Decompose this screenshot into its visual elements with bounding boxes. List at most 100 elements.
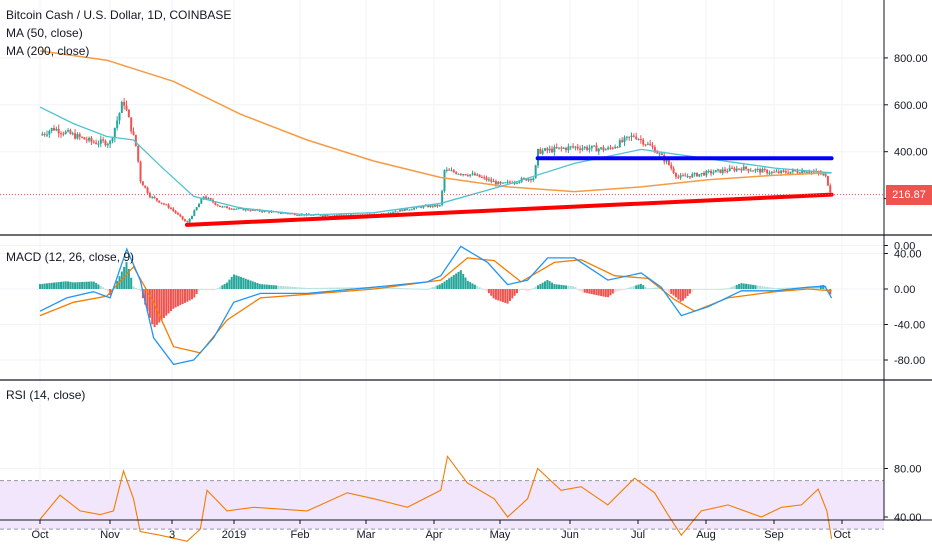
macd-histogram-bar [663,289,666,290]
macd-histogram-bar [127,268,130,289]
candle-body [590,145,593,149]
macd-histogram-bar [134,287,137,289]
ma200-legend[interactable]: MA (200, close) [6,44,90,58]
candle-body [763,168,766,170]
macd-histogram-bar [125,262,128,289]
macd-histogram-bar [427,288,430,290]
candle-body [235,208,238,210]
macd-histogram-bar [672,289,675,296]
candle-body [752,170,755,172]
candle-body [188,218,191,223]
macd-histogram-bar [459,270,462,289]
candle-body [97,143,100,145]
macd-histogram-bar [646,288,649,290]
candle-body [658,153,661,155]
candle-body [62,133,65,135]
candle-body [116,120,119,128]
macd-histogram-bar [190,289,193,300]
candle-body [483,177,486,179]
ma200-line [39,50,832,193]
macd-histogram-bar [677,289,680,300]
candle-body [279,213,282,215]
price-pane[interactable] [0,50,884,227]
macd-histogram-bar [305,287,308,289]
candle-body [646,143,649,145]
macd-axis-label: -40.00 [894,320,925,332]
macd-histogram-bar [621,289,624,290]
macd-histogram-bar [604,289,607,297]
candle-body [134,134,137,146]
candle-body [558,147,561,149]
macd-histogram-bar [279,285,282,289]
macd-histogram-bar [39,284,41,289]
macd-histogram-bar [728,287,731,289]
rsi-pane[interactable] [0,455,884,542]
macd-histogram-bar [469,282,472,289]
candle-body [406,208,409,210]
macd-histogram-bar [829,289,832,295]
candle-body [109,140,112,145]
candle-body [88,137,91,141]
macd-histogram-bar [162,289,165,318]
macd-histogram-bar [576,289,579,290]
candle-body [457,173,460,175]
macd-histogram-bar [553,284,556,289]
candle-body [504,182,507,184]
macd-histogram-bar [207,289,210,290]
candle-body [448,169,451,171]
candle-body [728,167,731,172]
candle-body [494,181,497,185]
macd-histogram-bar [132,286,135,289]
macd-histogram-bar [317,287,320,289]
candle-body [637,139,640,141]
macd-histogram-bar [413,288,416,290]
candle-body [562,147,565,149]
macd-title[interactable]: MACD (12, 26, close, 9) [6,250,135,264]
candle-body [251,209,254,211]
candle-body [392,212,395,214]
candle-body [635,136,638,140]
candle-body [632,135,635,137]
candle-body [829,185,832,193]
time-axis-label: Jun [561,529,579,541]
candle-body [197,203,200,208]
candle-body [681,175,684,177]
macd-histogram-bar [483,289,486,290]
candle-body [679,175,682,178]
macd-histogram-bar [300,287,303,289]
time-axis-label: Aug [696,529,716,541]
macd-histogram-bar [176,289,179,307]
macd-histogram-bar [55,282,58,289]
candle-body [53,128,56,131]
macd-histogram-bar [752,284,755,289]
macd-histogram-bar [597,289,600,296]
macd-histogram-bar [328,287,331,289]
ma50-legend[interactable]: MA (50, close) [6,26,83,40]
macd-histogram-bar [251,281,254,289]
candle-body [165,204,168,206]
macd-histogram-bar [501,289,504,303]
support-trendline[interactable] [184,192,834,227]
candle-body [352,214,355,216]
candle-body [579,148,582,150]
candle-body [76,134,79,139]
candle-body [548,148,551,151]
macd-histogram-bar [441,283,444,289]
candle-body [408,209,411,211]
macd-histogram-bar [616,289,619,292]
macd-histogram-bar [625,288,628,290]
candle-body [602,147,605,151]
macd-histogram-bar [106,289,109,292]
macd-histogram-bar [83,281,86,289]
macd-histogram-bar [686,289,689,297]
symbol-title[interactable]: Bitcoin Cash / U.S. Dollar, 1D, COINBASE [6,8,232,22]
macd-pane[interactable] [39,245,833,366]
rsi-title[interactable]: RSI (14, close) [6,388,86,402]
candle-body [144,185,147,188]
macd-histogram-bar [78,282,81,289]
macd-histogram-bar [586,289,589,294]
time-axis-label: 2019 [222,529,246,541]
candle-body [649,143,652,146]
rsi-line [39,455,833,542]
